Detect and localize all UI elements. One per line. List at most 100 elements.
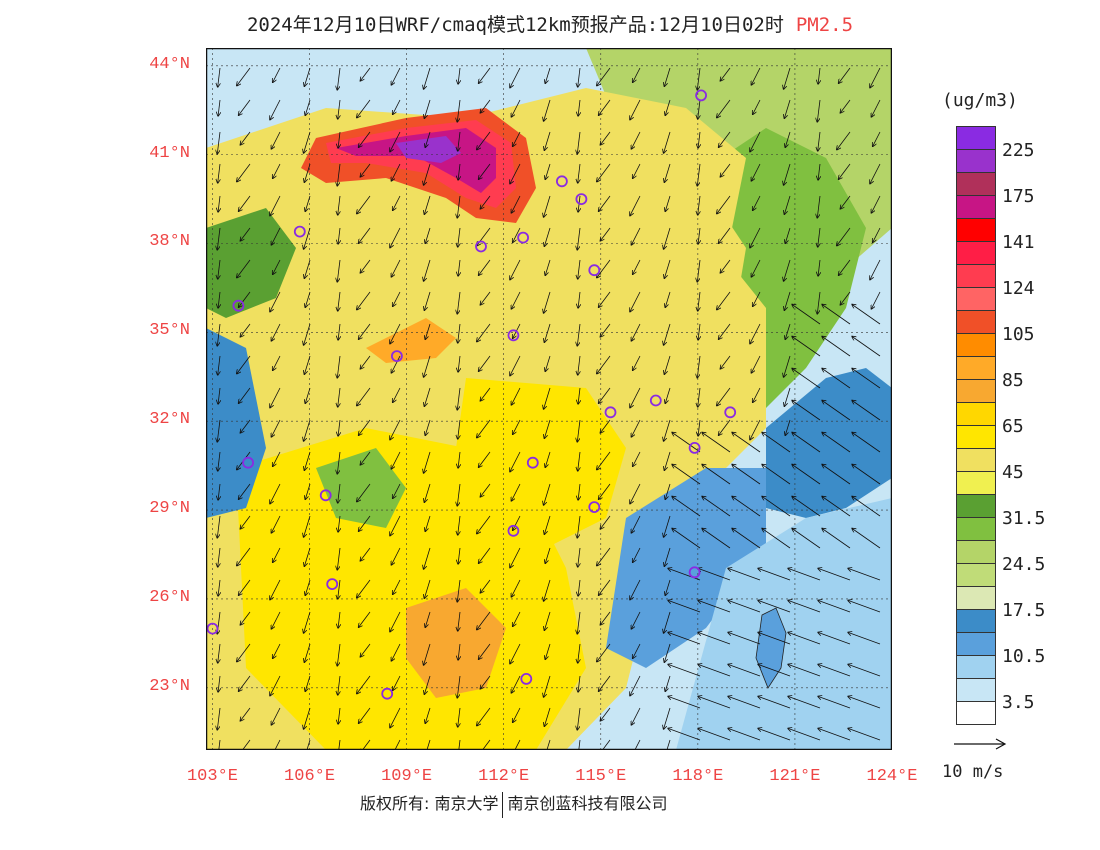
wind-vector	[720, 67, 731, 81]
city-station-marker[interactable]	[232, 299, 245, 312]
city-station-marker[interactable]	[319, 489, 332, 502]
wind-vector	[273, 355, 281, 370]
wind-vector	[762, 529, 791, 549]
wind-vector	[751, 67, 761, 85]
region-blue-west	[206, 328, 266, 518]
wind-vector	[697, 259, 701, 282]
city-station-marker[interactable]	[381, 687, 394, 700]
wind-vector	[510, 547, 521, 568]
city-station-marker[interactable]	[293, 225, 306, 238]
wind-vector	[338, 99, 340, 119]
wind-vector	[458, 707, 460, 727]
wind-vector	[510, 259, 521, 280]
pm25-map[interactable]	[206, 48, 892, 750]
legend-color-cell	[956, 472, 996, 495]
wind-vector	[338, 227, 340, 244]
wind-vector	[359, 611, 371, 627]
wind-vector	[424, 547, 431, 569]
city-station-marker[interactable]	[724, 406, 737, 419]
wind-vector	[545, 547, 551, 563]
wind-vector	[818, 600, 851, 613]
wind-vector	[792, 401, 821, 421]
wind-vector	[664, 259, 671, 278]
wind-vector	[360, 739, 371, 750]
city-station-marker[interactable]	[588, 501, 601, 514]
wind-vector	[480, 291, 491, 305]
wind-vector	[762, 433, 791, 453]
wind-vector	[784, 195, 791, 214]
wind-vector	[390, 131, 401, 152]
city-station-marker[interactable]	[507, 524, 520, 537]
wind-vector	[338, 387, 340, 407]
wind-vector	[668, 728, 701, 741]
city-station-marker[interactable]	[326, 578, 339, 590]
latitude-label: 29°N	[149, 499, 190, 519]
wind-vector	[664, 323, 671, 345]
legend-color-cell	[956, 219, 996, 242]
wind-vector	[697, 163, 701, 186]
longitude-label: 118°E	[672, 767, 724, 786]
legend-color-cell	[956, 150, 996, 173]
wind-vector	[218, 451, 220, 471]
region-blue-coast	[766, 368, 892, 518]
city-station-marker[interactable]	[526, 456, 539, 469]
city-station-marker[interactable]	[604, 406, 617, 419]
wind-vector	[664, 643, 671, 662]
wind-vector	[237, 643, 251, 662]
city-station-marker[interactable]	[242, 456, 254, 469]
wind-vector	[545, 643, 551, 659]
wind-vector	[458, 739, 461, 750]
city-station-marker[interactable]	[520, 673, 533, 685]
wind-vector	[697, 355, 701, 378]
wind-vector	[511, 387, 521, 405]
legend-color-cell	[956, 242, 996, 265]
legend-tick-label: 24.5	[1002, 554, 1046, 575]
city-station-marker[interactable]	[575, 193, 588, 206]
wind-vector	[304, 643, 311, 662]
wind-vector	[818, 632, 851, 645]
city-station-marker[interactable]	[688, 441, 701, 454]
wind-vector	[728, 632, 761, 645]
wind-vector	[338, 483, 340, 503]
city-station-marker[interactable]	[507, 329, 520, 342]
wind-vector	[720, 259, 731, 273]
wind-vector	[240, 707, 251, 721]
wind-vector	[578, 579, 580, 596]
city-station-marker[interactable]	[695, 89, 708, 102]
wind-vector	[578, 291, 580, 308]
wind-vector	[732, 529, 761, 549]
wind-vector	[240, 515, 251, 529]
wind-vector	[217, 419, 221, 442]
wind-vector	[337, 451, 341, 474]
map-border	[206, 48, 892, 750]
city-station-marker[interactable]	[517, 231, 530, 244]
wind-vector	[545, 355, 551, 371]
legend-color-cell	[956, 633, 996, 656]
wind-vector	[822, 337, 851, 357]
wind-scale-arrow	[954, 738, 1007, 750]
city-station-marker[interactable]	[390, 350, 403, 363]
wind-vector	[665, 195, 671, 211]
wind-vector	[338, 707, 340, 724]
wind-vector	[390, 419, 401, 440]
wind-vector	[458, 419, 460, 439]
city-station-marker[interactable]	[555, 175, 568, 188]
city-station-marker[interactable]	[475, 240, 487, 253]
wind-vector	[822, 401, 851, 421]
city-station-marker[interactable]	[206, 622, 219, 635]
wind-vector	[357, 483, 371, 502]
wind-vector	[633, 451, 641, 466]
wind-vector	[840, 195, 851, 209]
wind-vector	[871, 99, 881, 117]
wind-vector	[240, 131, 251, 145]
wind-vector	[360, 259, 371, 273]
city-station-marker[interactable]	[688, 566, 701, 579]
city-station-marker[interactable]	[649, 394, 662, 407]
wind-vector	[510, 67, 521, 88]
wind-vector	[719, 419, 731, 435]
wind-vector	[698, 568, 731, 581]
wind-vector	[338, 419, 340, 436]
wind-vector	[391, 643, 401, 661]
city-station-marker[interactable]	[588, 264, 601, 277]
wind-vector	[357, 387, 371, 406]
